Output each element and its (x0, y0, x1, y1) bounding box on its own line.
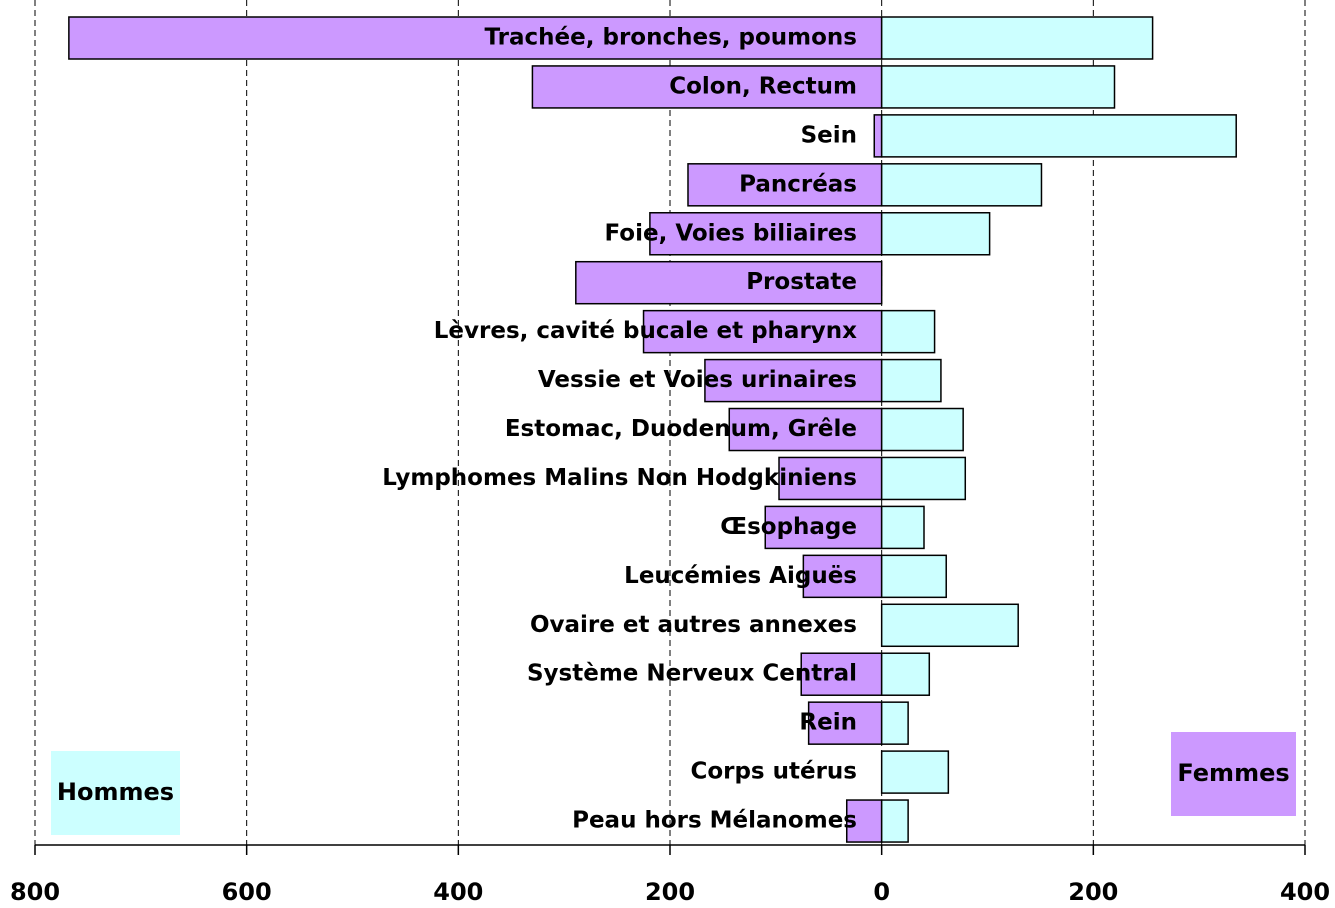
bar (800, 652, 883, 696)
x-tick-label: 600 (222, 878, 272, 906)
x-tick-label: 400 (433, 878, 483, 906)
bar (807, 701, 883, 745)
bar (880, 16, 1154, 60)
bar (880, 456, 967, 501)
category-label: Corps utérus (690, 759, 857, 785)
x-tick-label: 0 (873, 878, 890, 906)
bar (880, 652, 931, 696)
bar (778, 456, 883, 501)
category-label: Sein (801, 122, 857, 148)
category-label: Prostate (746, 269, 857, 295)
bar (845, 799, 883, 843)
legend-box (1171, 732, 1296, 816)
x-tick-label: 200 (1068, 878, 1118, 906)
bar (880, 554, 947, 599)
category-label: Estomac, Duodenum, Grêle (505, 416, 857, 442)
category-label: Leucémies Aiguës (624, 563, 857, 589)
bar (880, 163, 1043, 207)
category-label: Œsophage (720, 514, 857, 540)
bar (880, 603, 1019, 648)
category-label: Peau hors Mélanomes (572, 808, 857, 834)
bar (687, 163, 883, 207)
category-label: Lymphomes Malins Non Hodgkiniens (382, 465, 857, 491)
x-tick-label: 200 (645, 878, 695, 906)
bar (880, 212, 991, 256)
category-label: Vessie et Voies urinaires (538, 367, 857, 393)
bar (728, 407, 883, 452)
category-label: Foie, Voies biliaires (605, 220, 857, 246)
bar (575, 260, 883, 305)
bar (704, 358, 883, 403)
bar (880, 701, 909, 745)
bar (873, 114, 883, 158)
bar (68, 16, 883, 60)
category-label: Ovaire et autres annexes (530, 612, 857, 638)
legend-label: Femmes (1177, 759, 1289, 787)
category-label: Système Nerveux Central (527, 661, 857, 687)
category-label: Lèvres, cavité bucale et pharynx (434, 318, 857, 344)
legend-label: Hommes (57, 778, 174, 806)
category-label: Colon, Rectum (669, 73, 857, 99)
category-label: Pancréas (739, 171, 857, 197)
bar (802, 554, 883, 599)
bar (880, 65, 1116, 109)
bar (649, 212, 883, 256)
category-label: Rein (799, 710, 857, 736)
bar (880, 114, 1237, 158)
bar (880, 799, 909, 843)
bar (880, 309, 936, 354)
category-label: Trachée, bronches, poumons (485, 25, 857, 51)
bar (880, 505, 925, 550)
bar (880, 407, 964, 452)
bar (880, 750, 950, 794)
x-tick-label: 800 (10, 878, 60, 906)
x-tick-label: 400 (1280, 878, 1330, 906)
bar (880, 358, 942, 403)
legend-box (51, 751, 180, 835)
bar (642, 309, 883, 354)
